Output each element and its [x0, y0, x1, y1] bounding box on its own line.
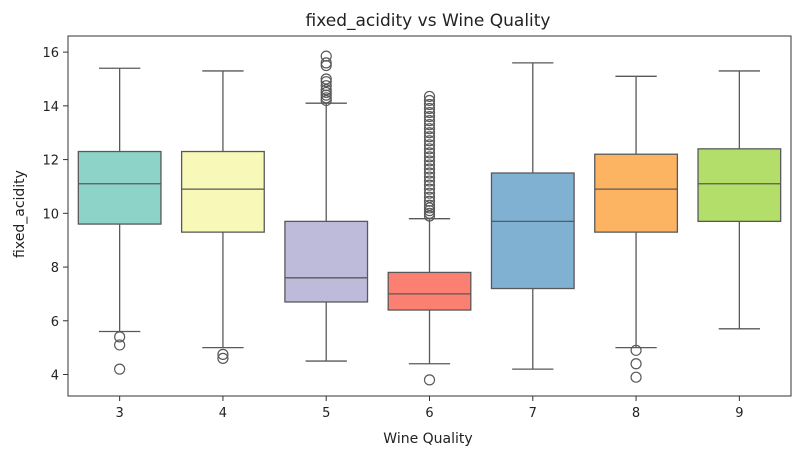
box-group-3 — [77, 67, 162, 375]
outlier-point — [423, 119, 436, 131]
outlier-point — [320, 57, 332, 69]
outlier-point — [423, 143, 436, 155]
outlier-point — [423, 163, 436, 175]
x-axis-label: Wine Quality — [383, 431, 472, 447]
x-tick-label: 8 — [632, 406, 640, 421]
y-tick-label: 12 — [42, 154, 59, 169]
y-tick-label: 8 — [51, 261, 59, 276]
outlier-point — [630, 344, 642, 356]
outlier-point — [423, 195, 436, 207]
outlier-point — [320, 80, 332, 92]
outlier-point — [423, 106, 436, 119]
outlier-point — [423, 131, 436, 143]
x-tick-label: 5 — [322, 406, 330, 421]
outlier-point — [423, 187, 436, 199]
outlier-point — [423, 167, 436, 179]
outlier-point — [423, 139, 436, 151]
box-iqr — [594, 153, 679, 233]
outlier-point — [320, 73, 332, 85]
outlier-point — [114, 363, 126, 375]
outlier-point — [423, 127, 436, 139]
outlier-point — [423, 171, 436, 183]
y-tick-label: 16 — [42, 46, 59, 61]
outlier-point — [423, 179, 436, 191]
outlier-point — [423, 115, 436, 127]
y-tick-label: 4 — [51, 369, 59, 384]
outlier-point — [423, 98, 436, 111]
outlier-point — [320, 76, 332, 88]
outlier-point — [423, 155, 436, 167]
outlier-point — [217, 348, 229, 360]
outlier-point — [423, 123, 436, 135]
y-tick-label: 10 — [42, 207, 59, 222]
box-iqr — [490, 172, 575, 290]
outlier-point — [423, 199, 436, 211]
box-group-7 — [490, 62, 575, 370]
outlier-point — [423, 374, 436, 386]
outlier-point — [423, 90, 436, 103]
box-iqr — [77, 150, 162, 225]
plot-area: 4 6 8 10 12 14 16 3 4 5 6 7 8 9 — [42, 35, 792, 421]
outlier-point — [320, 86, 332, 99]
outlier-point — [423, 110, 436, 123]
outlier-point — [320, 50, 332, 62]
x-tick-label: 3 — [116, 406, 124, 421]
box-iqr — [697, 148, 782, 223]
outlier-point — [217, 352, 229, 364]
x-tick-label: 6 — [425, 406, 433, 421]
outlier-point — [423, 147, 436, 159]
outlier-point — [423, 94, 436, 107]
outlier-point — [630, 371, 642, 383]
outlier-point — [423, 202, 436, 214]
outlier-point — [320, 94, 332, 107]
box-group-5 — [284, 50, 369, 362]
box-iqr — [387, 271, 472, 311]
outlier-point — [630, 358, 642, 370]
outlier-point — [114, 339, 126, 351]
outlier-point — [423, 207, 436, 219]
box-group-6 — [387, 90, 472, 386]
chart-title: fixed_acidity vs Wine Quality — [306, 11, 551, 31]
outlier-point — [423, 175, 436, 187]
outlier-point — [423, 135, 436, 147]
x-tick-label: 4 — [219, 406, 227, 421]
outlier-point — [423, 102, 436, 115]
outlier-point — [320, 84, 332, 96]
y-tick-label: 14 — [42, 100, 59, 115]
outlier-point — [114, 331, 126, 343]
x-tick-label: 9 — [735, 406, 743, 421]
outlier-point — [423, 191, 436, 203]
y-axis-label: fixed_acidity — [12, 170, 28, 258]
outlier-point — [423, 159, 436, 171]
box-iqr — [284, 220, 369, 303]
x-tick-label: 7 — [529, 406, 537, 421]
box-group-9 — [697, 70, 782, 330]
box-group-8 — [594, 75, 679, 383]
outlier-point — [320, 92, 332, 104]
y-tick-label: 6 — [51, 315, 59, 330]
outlier-point — [423, 210, 436, 222]
box-iqr — [180, 150, 265, 233]
box-group-4 — [180, 70, 265, 364]
outlier-point — [423, 183, 436, 195]
outlier-point — [423, 151, 436, 163]
